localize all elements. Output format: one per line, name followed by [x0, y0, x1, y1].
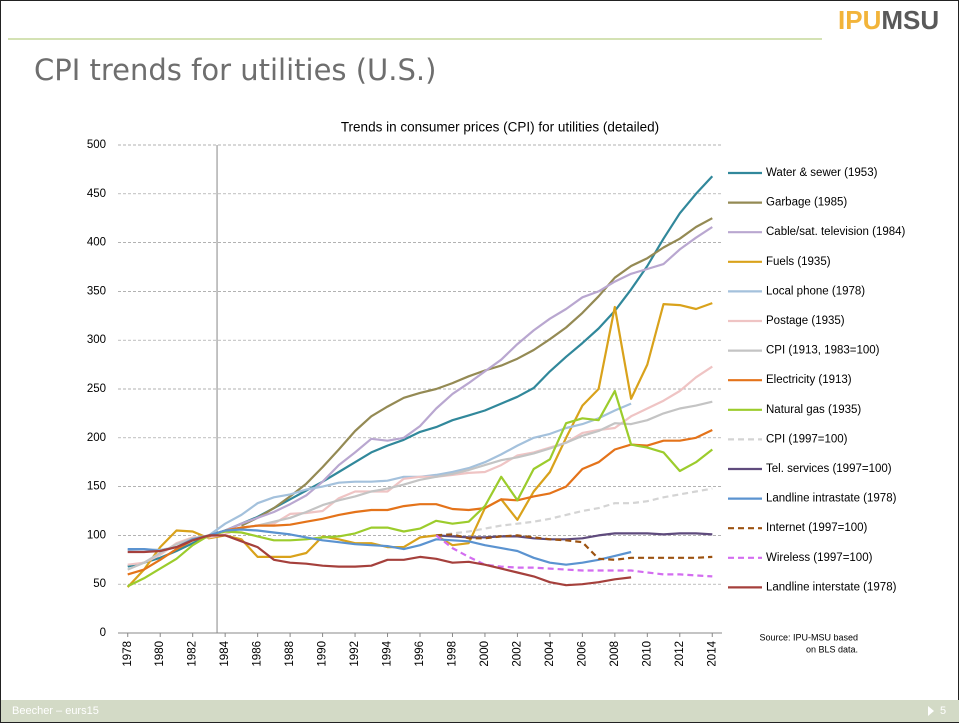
series-line: [436, 532, 713, 541]
logo: IPUMSU: [838, 5, 939, 35]
x-tick-label: 2004: [544, 640, 556, 666]
series-line: [127, 534, 632, 587]
legend-label: Garbage (1985): [766, 197, 847, 209]
y-tick-label: 500: [87, 139, 106, 151]
footer-text: Beecher – eurs15: [12, 705, 99, 717]
x-tick-label: 2012: [674, 641, 686, 667]
x-tick-label: 2008: [609, 641, 621, 667]
legend-label: Local phone (1978): [766, 285, 865, 297]
y-tick-label: 350: [87, 285, 106, 297]
x-tick-label: 2000: [479, 641, 491, 667]
x-tick-label: 2002: [511, 641, 523, 667]
x-tick-label: 2014: [706, 640, 718, 666]
slide-title: CPI trends for utilities (U.S.): [34, 53, 436, 87]
y-tick-label: 150: [87, 481, 106, 493]
series-line: [240, 217, 713, 527]
y-tick-label: 50: [93, 578, 106, 590]
x-tick-label: 1988: [284, 641, 296, 667]
legend-label: CPI (1997=100): [766, 433, 848, 445]
x-tick-label: 1984: [219, 640, 231, 666]
x-tick-label: 1994: [382, 640, 394, 666]
legend-label: Internet (1997=100): [766, 522, 868, 534]
legend-label: Fuels (1935): [766, 256, 831, 268]
footer-arrow: [928, 706, 934, 716]
x-tick-label: 2006: [576, 641, 588, 667]
x-tick-label: 1998: [447, 641, 459, 667]
legend-label: Wireless (1997=100): [766, 552, 873, 564]
series-line: [436, 487, 713, 537]
series-line: [224, 226, 713, 532]
page-number: 5: [940, 705, 946, 717]
y-tick-label: 400: [87, 237, 106, 249]
logo-part: MSU: [881, 5, 939, 35]
legend-label: Landline interstate (1978): [766, 581, 897, 593]
y-tick-label: 200: [87, 432, 106, 444]
source-note: Source: IPU-MSU based: [759, 632, 858, 642]
footer-bar: [1, 700, 959, 722]
y-tick-label: 0: [100, 627, 106, 639]
x-tick-label: 1982: [187, 641, 199, 667]
y-tick-label: 450: [87, 188, 106, 200]
y-tick-label: 250: [87, 383, 106, 395]
logo-part: IPU: [838, 5, 881, 35]
legend-label: Water & sewer (1953): [766, 167, 878, 179]
legend-label: Electricity (1913): [766, 374, 852, 386]
y-tick-label: 100: [87, 529, 106, 541]
legend-label: Natural gas (1935): [766, 404, 861, 416]
x-tick-label: 2010: [641, 641, 653, 667]
legend-label: Tel. services (1997=100): [766, 463, 892, 475]
source-note: on BLS data.: [806, 644, 858, 654]
legend-label: CPI (1913, 1983=100): [766, 345, 880, 357]
legend-label: Cable/sat. television (1984): [766, 226, 906, 238]
y-tick-label: 300: [87, 334, 106, 346]
x-tick-label: 1980: [154, 641, 166, 667]
chart-title: Trends in consumer prices (CPI) for util…: [341, 120, 659, 135]
x-tick-label: 1978: [122, 641, 134, 667]
x-tick-label: 1990: [317, 641, 329, 667]
legend-label: Postage (1935): [766, 315, 845, 327]
x-tick-label: 1992: [349, 641, 361, 667]
legend-label: Landline intrastate (1978): [766, 493, 897, 505]
x-tick-label: 1996: [414, 641, 426, 667]
x-tick-label: 1986: [252, 641, 264, 667]
